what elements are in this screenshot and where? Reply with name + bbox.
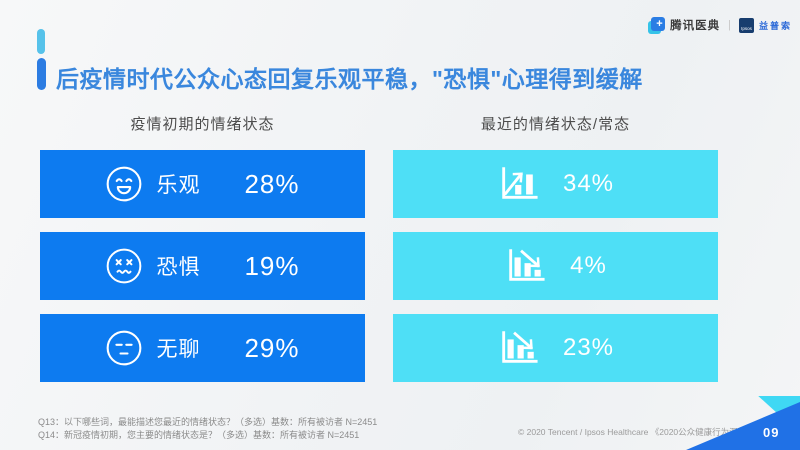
survey-question-notes: Q13：以下哪些词，最能描述您最近的情绪状态？（多选）基数：所有被访者 N=24… <box>38 416 377 441</box>
page-title: 后疫情时代公众心态回复乐观平稳，"恐惧"心理得到缓解 <box>56 66 643 92</box>
note-q14: Q14：新冠疫情初期，您主要的情绪状态是？（多选）基数：所有被访者 N=2451 <box>38 429 360 440</box>
emotion-bar-bored: 无聊 29% <box>40 314 365 382</box>
emotion-bar-fear: 恐惧 19% <box>40 232 365 300</box>
bored-face-icon <box>107 330 142 366</box>
title-accent-blue-bar <box>37 58 46 90</box>
title-accent-cyan-bar <box>37 29 45 54</box>
chart-up-icon <box>502 167 538 199</box>
trend-bar-optimistic: 34% <box>393 150 718 218</box>
right-column-heading: 最近的情绪状态/常态 <box>480 116 631 133</box>
tencent-medical-logo-icon: + <box>648 16 666 34</box>
emotion-label: 恐惧 <box>156 256 201 279</box>
emotion-value: 29% <box>244 332 300 363</box>
header-logos: + 腾讯医典 | Ipsos 益普索 <box>648 14 792 36</box>
ipsos-logo-mark-text: Ipsos <box>741 25 752 31</box>
emotion-bar-optimistic: 乐观 28% <box>40 150 365 218</box>
trend-bar-fear: 4% <box>393 232 718 300</box>
chart-down-icon <box>502 331 538 363</box>
emotion-label: 乐观 <box>156 174 201 197</box>
trend-value: 23% <box>562 334 615 361</box>
page-number: 09 <box>763 425 780 440</box>
copyright-text: © 2020 Tencent / Ipsos Healthcare 《2020公… <box>518 427 772 437</box>
smile-face-icon <box>107 166 142 202</box>
emotion-value: 28% <box>244 168 300 199</box>
trend-value: 34% <box>562 170 615 197</box>
emotion-value: 19% <box>244 250 300 281</box>
tencent-medical-logo-text: 腾讯医典 <box>670 20 721 32</box>
medical-cross-icon: + <box>656 17 663 30</box>
ipsos-logo-text: 益普索 <box>758 20 792 31</box>
scared-face-icon <box>107 248 142 284</box>
trend-bar-bored: 23% <box>393 314 718 382</box>
trend-value: 4% <box>570 252 607 279</box>
ipsos-logo-icon: Ipsos <box>738 17 754 33</box>
emotion-label: 无聊 <box>156 338 201 361</box>
left-column-heading: 疫情初期的情绪状态 <box>130 116 275 133</box>
logo-divider: | <box>728 19 731 31</box>
note-q13: Q13：以下哪些词，最能描述您最近的情绪状态？（多选）基数：所有被访者 N=24… <box>38 417 378 427</box>
logo-blue-square <box>651 16 666 31</box>
chart-down-icon <box>509 249 545 281</box>
